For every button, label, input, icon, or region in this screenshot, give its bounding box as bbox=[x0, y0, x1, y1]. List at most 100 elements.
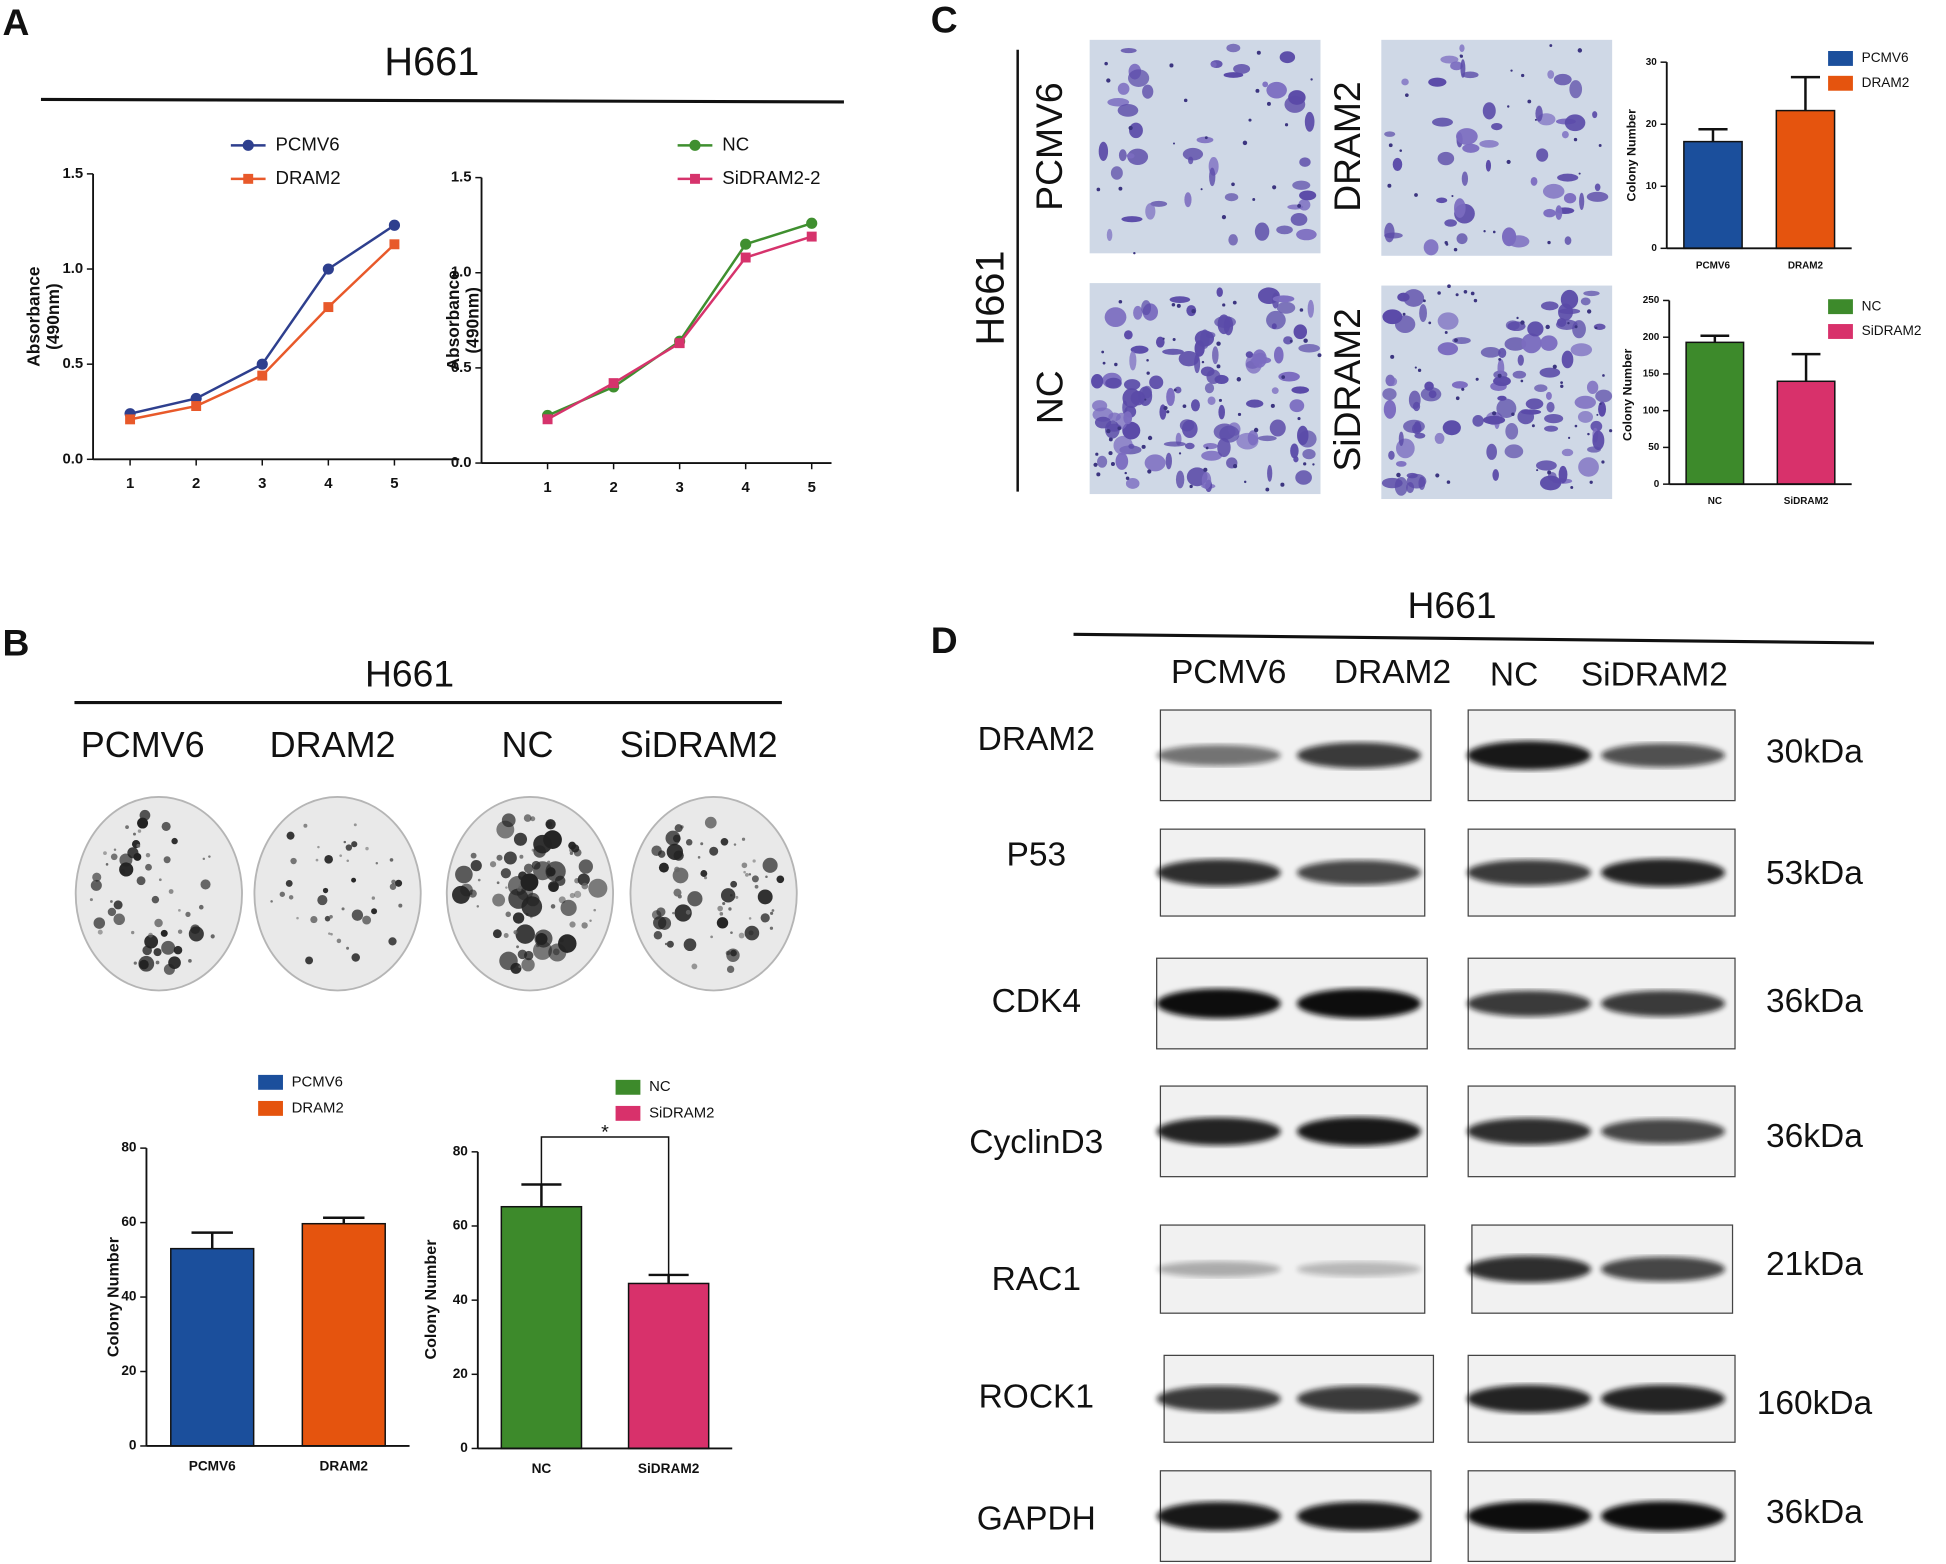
debris bbox=[1414, 193, 1418, 197]
stained-cell bbox=[1592, 111, 1598, 119]
colony bbox=[137, 829, 142, 833]
y-tick-label: 0.5 bbox=[62, 356, 83, 372]
colony bbox=[574, 890, 582, 898]
protein-band bbox=[1466, 740, 1592, 770]
debris bbox=[1422, 299, 1426, 303]
panel-title: H661 bbox=[1408, 584, 1497, 626]
debris bbox=[1096, 472, 1101, 477]
debris bbox=[1568, 436, 1571, 439]
debris bbox=[1108, 437, 1113, 442]
stained-cell bbox=[1266, 81, 1287, 99]
protein-band bbox=[1156, 1117, 1281, 1146]
colony bbox=[113, 848, 117, 852]
colony bbox=[524, 950, 534, 961]
debris bbox=[1280, 482, 1285, 487]
chart: Colony Number NC NC SiDRAM2 SiDRAM2 0 50 100 150… bbox=[1621, 295, 1922, 507]
colony bbox=[160, 929, 168, 937]
stained-cell bbox=[1403, 289, 1425, 307]
debris bbox=[1253, 427, 1259, 433]
stained-cell bbox=[1450, 61, 1463, 71]
colony bbox=[518, 871, 528, 881]
stained-cell bbox=[1105, 420, 1120, 439]
legend-swatch bbox=[615, 1079, 641, 1095]
stained-cell bbox=[1182, 147, 1204, 161]
panel-letter: D bbox=[931, 619, 958, 661]
debris bbox=[1549, 44, 1553, 47]
stained-cell bbox=[1304, 111, 1315, 132]
stained-cell bbox=[1190, 399, 1200, 412]
stained-cell bbox=[1266, 310, 1286, 330]
debris bbox=[1096, 187, 1101, 192]
debris bbox=[1141, 444, 1146, 449]
colony bbox=[743, 870, 746, 874]
stained-cell bbox=[1563, 192, 1577, 204]
debris bbox=[1511, 412, 1515, 416]
protein-label: DRAM2 bbox=[978, 721, 1095, 758]
colony bbox=[776, 875, 785, 884]
x-tick-label: NC bbox=[532, 1461, 552, 1476]
y-tick-label: 30 bbox=[1646, 57, 1658, 68]
stained-cell bbox=[1129, 350, 1137, 371]
stained-cell bbox=[1150, 200, 1168, 207]
image-label: PCMV6 bbox=[1028, 82, 1070, 210]
stained-cell bbox=[1437, 151, 1455, 166]
stained-cell bbox=[1536, 148, 1549, 162]
series-line bbox=[129, 224, 396, 415]
protein-band bbox=[1156, 1385, 1281, 1412]
data-point bbox=[806, 217, 818, 229]
stained-cell bbox=[1437, 342, 1459, 356]
legend-label: PCMV6 bbox=[292, 1074, 343, 1090]
legend-marker bbox=[689, 139, 701, 151]
y-tick-label: 20 bbox=[1646, 119, 1658, 130]
blot-strip bbox=[1156, 709, 1432, 802]
stained-cell bbox=[1122, 421, 1141, 440]
debris bbox=[1178, 452, 1182, 455]
colony bbox=[658, 862, 669, 873]
stained-cell bbox=[1462, 143, 1480, 153]
protein-band bbox=[1296, 988, 1422, 1019]
size-label: 36kDa bbox=[1766, 983, 1863, 1020]
colony bbox=[505, 911, 512, 918]
blot-strip bbox=[1466, 1470, 1736, 1563]
colony bbox=[765, 875, 768, 878]
legend-label: SiDRAM2 bbox=[1862, 323, 1922, 338]
panel-letter: C bbox=[931, 0, 958, 40]
colony bbox=[339, 854, 343, 858]
debris bbox=[1232, 300, 1237, 305]
debris bbox=[1506, 159, 1511, 165]
debris bbox=[1124, 471, 1127, 475]
colony bbox=[89, 898, 93, 902]
debris bbox=[1428, 321, 1432, 325]
stained-cell bbox=[1456, 233, 1468, 245]
debris bbox=[1454, 338, 1458, 343]
colony bbox=[728, 907, 732, 911]
debris bbox=[1110, 461, 1115, 466]
colony bbox=[139, 809, 151, 821]
colony bbox=[726, 965, 735, 974]
debris bbox=[1281, 375, 1286, 379]
colony bbox=[151, 895, 160, 904]
protein-band bbox=[1600, 1501, 1726, 1531]
debris bbox=[1498, 357, 1502, 361]
y-axis-label: Colony Number bbox=[422, 1239, 440, 1360]
colony bbox=[687, 891, 703, 907]
y-tick-label: 150 bbox=[1643, 369, 1660, 380]
blot-strip bbox=[1466, 1085, 1736, 1178]
colony bbox=[533, 861, 553, 881]
debris bbox=[1510, 69, 1513, 72]
stained-cell bbox=[1283, 336, 1293, 345]
colony bbox=[683, 938, 697, 952]
stained-cell bbox=[1115, 452, 1129, 470]
stained-cell bbox=[1440, 55, 1459, 64]
stained-cell bbox=[1396, 438, 1415, 459]
stained-cell bbox=[1307, 299, 1314, 318]
debris bbox=[1147, 469, 1152, 474]
protein-band bbox=[1296, 1261, 1422, 1277]
debris bbox=[1169, 63, 1174, 68]
stained-cell bbox=[1298, 344, 1320, 353]
colony bbox=[158, 878, 162, 882]
protein-band bbox=[1600, 1118, 1726, 1144]
legend-swatch bbox=[615, 1105, 641, 1121]
colony bbox=[131, 930, 135, 935]
size-label: 36kDa bbox=[1766, 1494, 1863, 1531]
